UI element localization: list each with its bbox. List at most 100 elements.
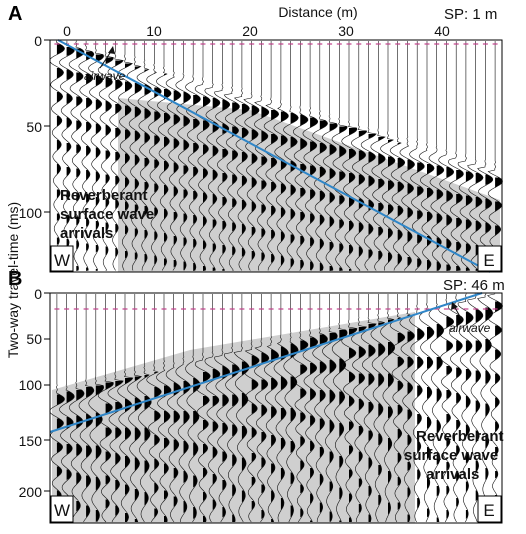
trace-lobe: [154, 159, 159, 169]
trace-lobe: [115, 200, 119, 209]
trace-lobe: [358, 131, 367, 137]
trace-lobe: [86, 505, 90, 518]
trace-lobe: [319, 120, 328, 130]
trace-lobe: [358, 150, 366, 161]
trace-lobe: [310, 363, 317, 375]
trace-lobe: [427, 357, 433, 369]
trace-lobe: [427, 447, 431, 459]
panel-a-corner-w-label: W: [54, 251, 70, 270]
trace-lobe: [349, 493, 352, 503]
seismic-trace: [293, 41, 309, 271]
trace-lobe: [56, 164, 61, 175]
seismic-trace: [264, 294, 280, 523]
seismic-trace: [243, 41, 260, 271]
trace-lobe: [76, 444, 82, 456]
trace-lobe: [193, 143, 199, 154]
trace-lobe: [349, 197, 355, 208]
trace-lobe: [212, 396, 219, 407]
panel-b-airwave-arrowhead: [451, 302, 458, 310]
trace-lobe: [56, 442, 63, 453]
trace-lobe: [388, 502, 391, 515]
trace-lobe: [310, 117, 318, 128]
trace-lobe: [271, 406, 277, 419]
trace-lobe: [105, 403, 113, 414]
seismic-trace: [419, 294, 435, 523]
trace-lobe: [358, 246, 363, 257]
trace-lobe: [193, 215, 197, 224]
panel-a-corner-w: W: [50, 245, 74, 272]
trace-lobe: [66, 215, 70, 224]
seismic-trace: [448, 41, 464, 271]
trace-lobe: [222, 197, 227, 206]
trace-lobe: [300, 460, 305, 471]
trace-lobe: [388, 373, 394, 387]
trace-lobe: [319, 334, 328, 347]
seismic-trace: [214, 41, 231, 271]
trace-lobe: [251, 379, 259, 390]
time-axis-title: Two-way travel-time (ms): [5, 202, 21, 358]
trace-lobe: [134, 83, 142, 94]
trace-lobe: [465, 424, 470, 437]
panel-b-time-tick-200: 200: [19, 484, 43, 500]
trace-lobe: [465, 312, 474, 326]
trace-lobe: [115, 248, 118, 257]
trace-lobe: [417, 357, 424, 369]
seismic-trace: [59, 294, 75, 523]
trace-lobe: [388, 471, 392, 483]
trace-lobe: [290, 376, 297, 390]
trace-lobe: [271, 182, 277, 193]
trace-lobe: [271, 134, 278, 145]
trace-lobe: [232, 270, 234, 271]
trace-lobe: [154, 207, 158, 217]
trace-lobe: [173, 138, 180, 149]
trace-lobe: [475, 173, 484, 184]
trace-lobe: [125, 81, 132, 92]
trace-lobe: [241, 152, 248, 163]
trace-lobe: [446, 414, 451, 423]
trace-lobe: [212, 219, 217, 229]
seismic-trace: [165, 41, 182, 271]
trace-lobe: [144, 492, 149, 506]
panel-a-time-ticks: 0 50 100: [19, 33, 50, 221]
trace-lobe: [495, 349, 501, 360]
trace-lobe: [349, 149, 356, 160]
seismic-trace: [331, 294, 348, 523]
trace-lobe: [261, 180, 267, 190]
trace-lobe: [95, 54, 104, 62]
trace-lobe: [368, 152, 376, 163]
trace-lobe: [125, 427, 131, 440]
trace-lobe: [261, 156, 267, 166]
trace-lobe: [427, 164, 435, 175]
trace-lobe: [495, 397, 500, 408]
trace-lobe: [86, 51, 94, 61]
seismic-trace: [214, 294, 231, 523]
trace-lobe: [115, 505, 119, 516]
trace-lobe: [212, 98, 220, 109]
trace-lobe: [349, 269, 352, 271]
trace-lobe: [115, 80, 123, 91]
trace-lobe: [290, 441, 295, 453]
seismic-trace: [321, 41, 338, 271]
panel-b-airwave-label: airwave: [449, 321, 491, 335]
trace-lobe: [105, 382, 114, 390]
trace-lobe: [232, 198, 237, 208]
trace-lobe: [173, 212, 178, 221]
trace-lobe: [368, 345, 376, 357]
trace-lobe: [76, 390, 85, 401]
trace-lobe: [183, 261, 187, 271]
trace-lobe: [427, 327, 434, 341]
trace-lobe: [173, 186, 178, 197]
trace-lobe: [144, 230, 148, 239]
trace-lobe: [397, 405, 403, 416]
trace-lobe: [485, 339, 492, 353]
trace-lobe: [86, 445, 92, 458]
trace-lobe: [105, 451, 111, 462]
trace-lobe: [407, 487, 411, 498]
trace-lobe: [329, 360, 337, 374]
trace-lobe: [446, 390, 452, 399]
trace-lobe: [222, 99, 230, 112]
trace-lobe: [193, 442, 198, 456]
trace-lobe: [271, 435, 276, 447]
trace-lobe: [407, 357, 414, 369]
seismic-trace: [233, 294, 250, 523]
